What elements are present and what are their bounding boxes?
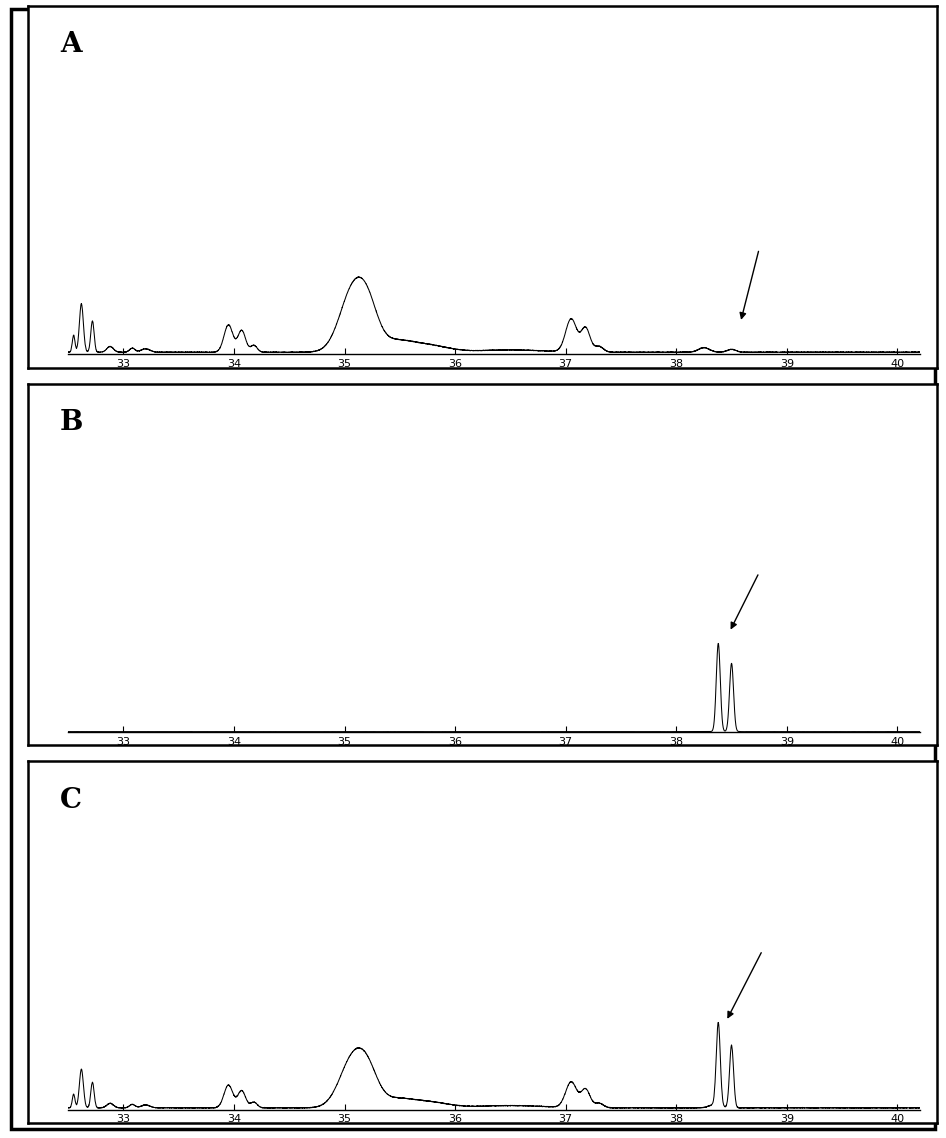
Text: B: B xyxy=(61,409,83,436)
Text: C: C xyxy=(61,786,82,814)
Text: A: A xyxy=(61,31,81,58)
Text: min: min xyxy=(902,775,920,783)
Text: min: min xyxy=(902,396,920,405)
